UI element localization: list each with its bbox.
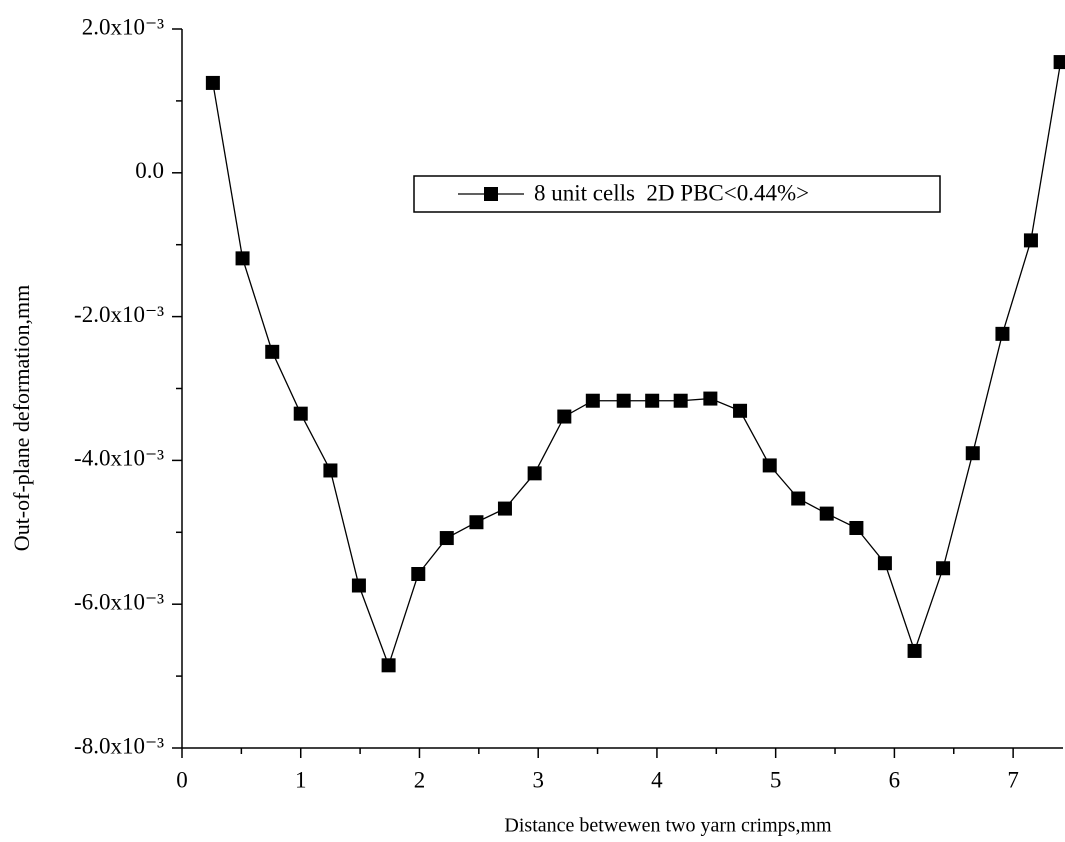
y-tick-label: -6.0x10⁻³ — [74, 589, 164, 614]
marker — [293, 406, 308, 421]
y-tick-label: -4.0x10⁻³ — [74, 446, 164, 471]
marker — [527, 466, 542, 481]
marker — [703, 391, 718, 406]
marker — [1053, 55, 1065, 70]
x-tick-label: 3 — [532, 767, 544, 792]
marker — [849, 520, 864, 535]
marker — [762, 458, 777, 473]
legend-marker — [484, 187, 498, 201]
x-tick-label: 1 — [295, 767, 307, 792]
marker — [439, 531, 454, 546]
marker — [877, 556, 892, 571]
y-tick-label: -8.0x10⁻³ — [74, 733, 164, 758]
x-tick-label: 6 — [889, 767, 901, 792]
legend-label: 8 unit cells 2D PBC<0.44%> — [534, 180, 809, 205]
marker — [645, 393, 660, 408]
marker — [411, 567, 426, 582]
x-tick-label: 2 — [414, 767, 426, 792]
marker — [323, 463, 338, 478]
marker — [469, 515, 484, 530]
marker — [616, 393, 631, 408]
series-line — [212, 61, 1062, 668]
y-axis-label: Out-of-plane deformation,mm — [9, 285, 34, 551]
x-tick-label: 7 — [1007, 767, 1019, 792]
marker — [205, 75, 220, 90]
x-tick-label: 5 — [770, 767, 782, 792]
y-tick-label: -2.0x10⁻³ — [74, 302, 164, 327]
marker — [381, 658, 396, 673]
y-tick-label: 0.0 — [135, 158, 164, 183]
marker — [235, 251, 250, 266]
marker — [585, 393, 600, 408]
marker — [557, 409, 572, 424]
marker — [965, 446, 980, 461]
marker — [907, 643, 922, 658]
marker — [791, 491, 806, 506]
x-tick-label: 4 — [651, 767, 663, 792]
marker — [673, 393, 688, 408]
marker — [819, 506, 834, 521]
marker — [733, 403, 748, 418]
x-axis-label: Distance betwewen two yarn crimps,mm — [504, 815, 832, 837]
x-tick-label: 0 — [176, 767, 188, 792]
marker — [995, 326, 1010, 341]
marker — [936, 561, 951, 576]
marker — [1023, 233, 1038, 248]
marker — [497, 501, 512, 516]
marker — [265, 344, 280, 359]
y-tick-label: 2.0x10⁻³ — [82, 14, 164, 39]
marker — [351, 578, 366, 593]
